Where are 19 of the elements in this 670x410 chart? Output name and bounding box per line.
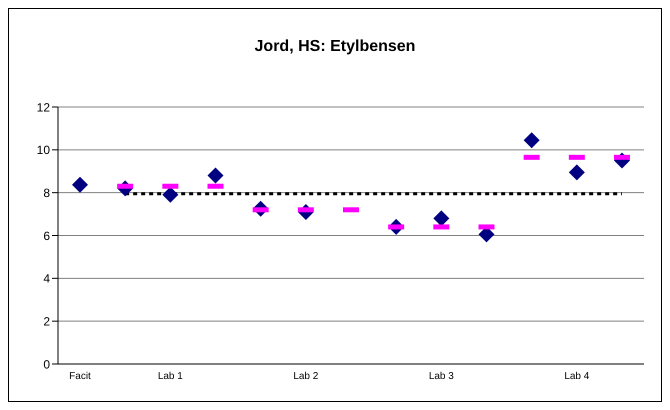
y-tick-label: 12 [36,100,50,114]
point [72,176,88,193]
y-tick-label: 0 [43,357,50,372]
point [162,186,178,203]
point [208,168,224,184]
x-tick-label: Lab 1 [158,371,184,382]
point [524,132,540,148]
y-tick-label: 6 [43,228,50,243]
x-tick-label: Lab 2 [293,371,319,382]
point [568,164,585,180]
y-tick-label: 10 [36,143,50,158]
y-tick-label: 8 [43,186,50,200]
x-tick-label: Facit [69,371,92,382]
chart-title: Jord, HS: Etylbensen [254,38,416,56]
x-tick-label: Lab 4 [564,371,590,382]
y-tick-label: 4 [43,272,50,286]
y-tick-label: 2 [43,314,50,328]
x-tick-label: Lab 3 [428,371,454,382]
point [433,210,450,226]
